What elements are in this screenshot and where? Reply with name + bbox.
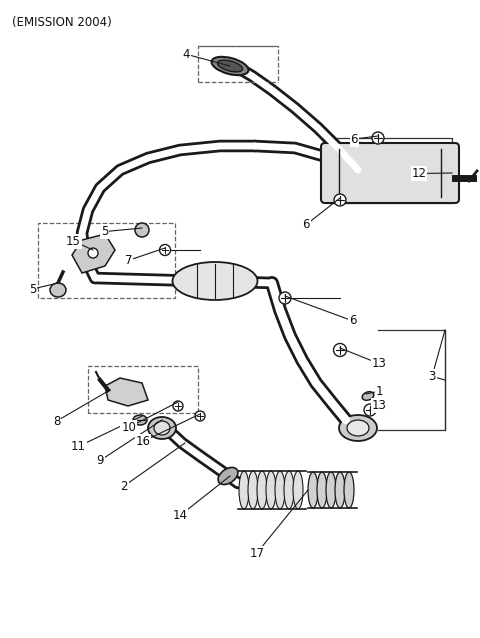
Text: 2: 2 <box>120 480 128 493</box>
Ellipse shape <box>212 57 249 75</box>
Text: 5: 5 <box>101 225 108 238</box>
Ellipse shape <box>135 223 149 237</box>
Text: 13: 13 <box>372 399 386 412</box>
Text: 9: 9 <box>96 454 104 467</box>
Ellipse shape <box>266 471 276 509</box>
Ellipse shape <box>362 392 374 400</box>
Ellipse shape <box>173 401 183 411</box>
Text: 14: 14 <box>172 509 188 522</box>
Ellipse shape <box>326 472 336 508</box>
Text: 5: 5 <box>29 283 36 295</box>
Text: 13: 13 <box>372 357 386 370</box>
Ellipse shape <box>133 415 147 425</box>
FancyBboxPatch shape <box>321 143 459 203</box>
Text: 11: 11 <box>71 440 86 453</box>
Text: 8: 8 <box>53 415 60 427</box>
Text: 17: 17 <box>249 547 264 560</box>
Ellipse shape <box>172 262 257 300</box>
Ellipse shape <box>50 283 66 297</box>
Ellipse shape <box>334 343 347 357</box>
Ellipse shape <box>334 194 346 206</box>
Ellipse shape <box>218 468 238 484</box>
Text: 6: 6 <box>349 315 357 327</box>
Text: 3: 3 <box>428 370 436 383</box>
Polygon shape <box>105 378 148 406</box>
Ellipse shape <box>344 472 354 508</box>
Ellipse shape <box>293 471 303 509</box>
Ellipse shape <box>148 417 176 439</box>
Text: 16: 16 <box>135 435 151 448</box>
Text: 6: 6 <box>302 218 310 231</box>
Text: 6: 6 <box>350 133 358 145</box>
Ellipse shape <box>154 421 170 435</box>
Ellipse shape <box>248 471 258 509</box>
Text: 4: 4 <box>182 48 190 61</box>
Ellipse shape <box>347 420 369 436</box>
Ellipse shape <box>308 472 318 508</box>
Ellipse shape <box>275 471 285 509</box>
Ellipse shape <box>279 292 291 304</box>
Ellipse shape <box>372 132 384 144</box>
Text: 1: 1 <box>375 385 383 397</box>
Ellipse shape <box>284 471 294 509</box>
Ellipse shape <box>217 60 242 72</box>
Polygon shape <box>72 234 115 273</box>
Ellipse shape <box>159 244 170 255</box>
Ellipse shape <box>339 415 377 441</box>
Ellipse shape <box>317 472 327 508</box>
Ellipse shape <box>195 411 205 421</box>
Ellipse shape <box>239 471 249 509</box>
Ellipse shape <box>335 472 345 508</box>
Text: 15: 15 <box>66 235 81 248</box>
Ellipse shape <box>257 471 267 509</box>
Text: 12: 12 <box>411 167 427 180</box>
Text: (EMISSION 2004): (EMISSION 2004) <box>12 16 112 29</box>
Ellipse shape <box>88 248 98 258</box>
Text: 10: 10 <box>121 421 136 434</box>
Ellipse shape <box>364 404 376 416</box>
Text: 7: 7 <box>125 254 132 267</box>
